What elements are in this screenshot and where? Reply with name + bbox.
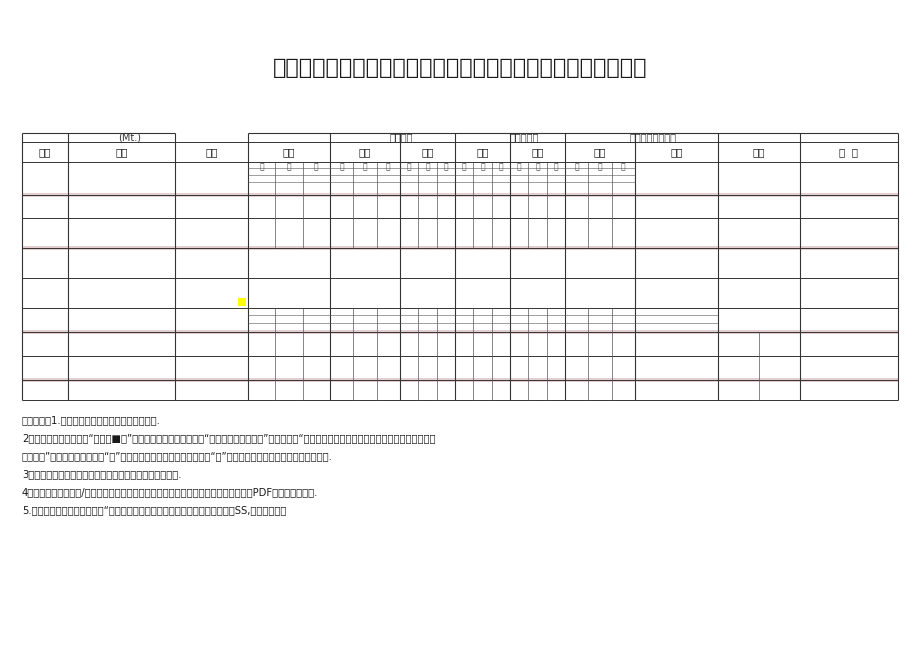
Text: 三: 三 (443, 163, 448, 171)
Text: 东安市初中依规征订教辅材料专项整治校校到、科科查工作台账: 东安市初中依规征订教辅材料专项整治校校到、科科查工作台账 (272, 58, 647, 78)
Text: (Mt.): (Mt.) (119, 132, 142, 142)
Text: 单位负费人格字：: 单位负费人格字： (630, 132, 676, 142)
Text: 地表说明：1.学科下一、二、三、四指初中各年级.: 地表说明：1.学科下一、二、三、四指初中各年级. (22, 415, 161, 425)
Text: 联泰电话：: 联泰电话： (509, 132, 539, 142)
Text: 物理: 物理 (670, 147, 682, 157)
Text: 序号: 序号 (39, 147, 51, 157)
Text: 三: 三 (620, 163, 625, 171)
Text: 二: 二 (535, 163, 539, 171)
Bar (22, 378, 897, 382)
Text: 道稳: 道稳 (421, 147, 433, 157)
Text: 二: 二 (480, 163, 484, 171)
Bar (22, 246, 897, 250)
Text: 化学: 化学 (752, 147, 765, 157)
Text: 生  物: 生 物 (839, 147, 857, 157)
Text: 三: 三 (498, 163, 503, 171)
Bar (238, 298, 245, 306)
Text: 2．严格落实省定目录内“一科一■辅”、严格遵守自愿购买、严禁“第三方机构进校征订”、严格落实“开展教辅材料征订和收费公开公示，向学生、家长: 2．严格落实省定目录内“一科一■辅”、严格遵守自愿购买、严禁“第三方机构进校征订… (22, 433, 435, 443)
Text: 一: 一 (406, 163, 411, 171)
Text: 一: 一 (259, 163, 264, 171)
Text: 三: 三 (313, 163, 318, 171)
Text: 二: 二 (287, 163, 291, 171)
Text: 一: 一 (461, 163, 466, 171)
Text: 5.省、市根据梳理线索将开展“四不两百棆行，一旦棆查发现县市区未发现的向SS,将严肃处理。: 5.省、市根据梳理线索将开展“四不两百棆行，一旦棆查发现县市区未发现的向SS,将… (22, 505, 286, 515)
Text: 概论: 概论 (476, 147, 488, 157)
Text: 一: 一 (339, 163, 344, 171)
Text: 三: 三 (553, 163, 558, 171)
Text: 4．请以乡依（街道）/县直学校为单位报县教体局基教科，经主要负送人签字、盖章报PDF版，发送至帆算.: 4．请以乡依（街道）/县直学校为单位报县教体局基教科，经主要负送人签字、盖章报P… (22, 487, 318, 497)
Text: 二: 二 (362, 163, 367, 171)
Text: 一: 一 (516, 163, 521, 171)
Text: 外语: 外语 (358, 147, 371, 157)
Text: 三: 三 (386, 163, 391, 171)
Bar (22, 193, 897, 197)
Text: 政策宣传”的学校在空格中填写“是”有一项或多项未达按要求落实的填“否”，立即整改并以附件形式提交情况说明.: 政策宣传”的学校在空格中填写“是”有一项或多项未达按要求落实的填“否”，立即整改… (22, 451, 333, 461)
Text: 二: 二 (597, 163, 602, 171)
Text: 学校: 学校 (115, 147, 128, 157)
Text: 历史: 历史 (530, 147, 543, 157)
Text: 填报人：: 填报人： (390, 132, 413, 142)
Text: 3．学校包含民办初中，不含特殊教育学校、体育运动学校.: 3．学校包含民办初中，不含特殊教育学校、体育运动学校. (22, 469, 181, 479)
Bar (22, 330, 897, 334)
Text: 二: 二 (425, 163, 429, 171)
Text: 地理: 地理 (593, 147, 606, 157)
Text: 一: 一 (573, 163, 578, 171)
Text: 数学: 数学 (282, 147, 295, 157)
Text: 签义: 签义 (205, 147, 218, 157)
